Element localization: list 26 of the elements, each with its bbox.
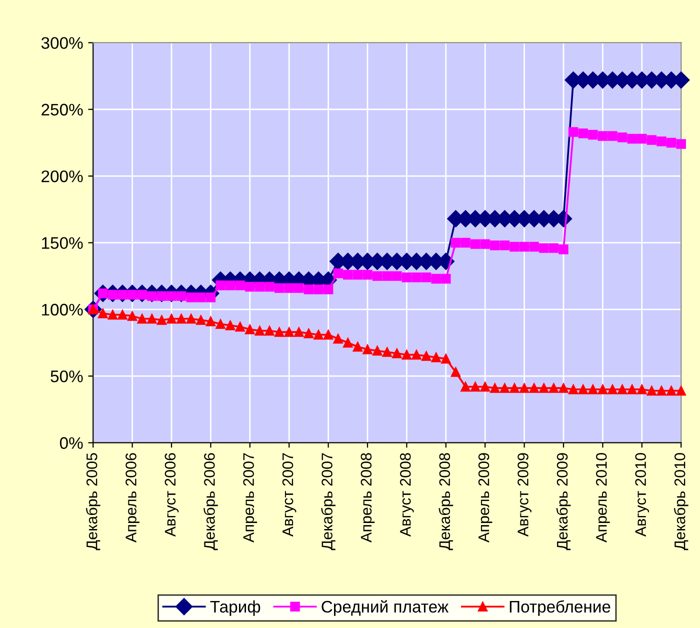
- y-tick-label: 250%: [42, 104, 83, 116]
- y-tick-label: 50%: [50, 370, 83, 382]
- x-tick-label: Апрель 2010: [596, 453, 610, 542]
- x-tick-label: Август 2010: [635, 453, 650, 537]
- x-tick-label: Август 2006: [164, 453, 179, 537]
- y-tick-label: 150%: [42, 237, 83, 249]
- x-tick-label: Август 2009: [518, 453, 532, 537]
- x-tick-label: Декабрь 2008: [438, 453, 454, 550]
- x-tick-label: Апрель 2008: [360, 453, 375, 542]
- y-tick-label: 100%: [42, 304, 83, 316]
- x-tick-label: Апрель 2006: [126, 453, 140, 542]
- legend-label: Средний платеж: [322, 600, 449, 616]
- x-tick-label: Декабрь 2009: [556, 453, 571, 550]
- x-tick-label: Декабрь 2007: [321, 453, 336, 550]
- x-tick-label: Август 2008: [400, 453, 414, 537]
- y-tick-label: 200%: [42, 170, 83, 182]
- x-tick-label: Апрель 2009: [478, 453, 492, 542]
- y-tick-label: 0%: [60, 437, 83, 449]
- legend-label: Потребление: [510, 600, 610, 616]
- legend-label: Тариф: [210, 600, 260, 616]
- x-tick-label: Август 2007: [282, 453, 296, 537]
- x-tick-label: Декабрь 2005: [86, 453, 100, 550]
- x-tick-label: Декабрь 2010: [674, 453, 688, 550]
- y-tick-label: 300%: [41, 37, 83, 49]
- x-tick-label: Апрель 2007: [243, 453, 258, 542]
- x-tick-label: Декабрь 2006: [204, 453, 218, 550]
